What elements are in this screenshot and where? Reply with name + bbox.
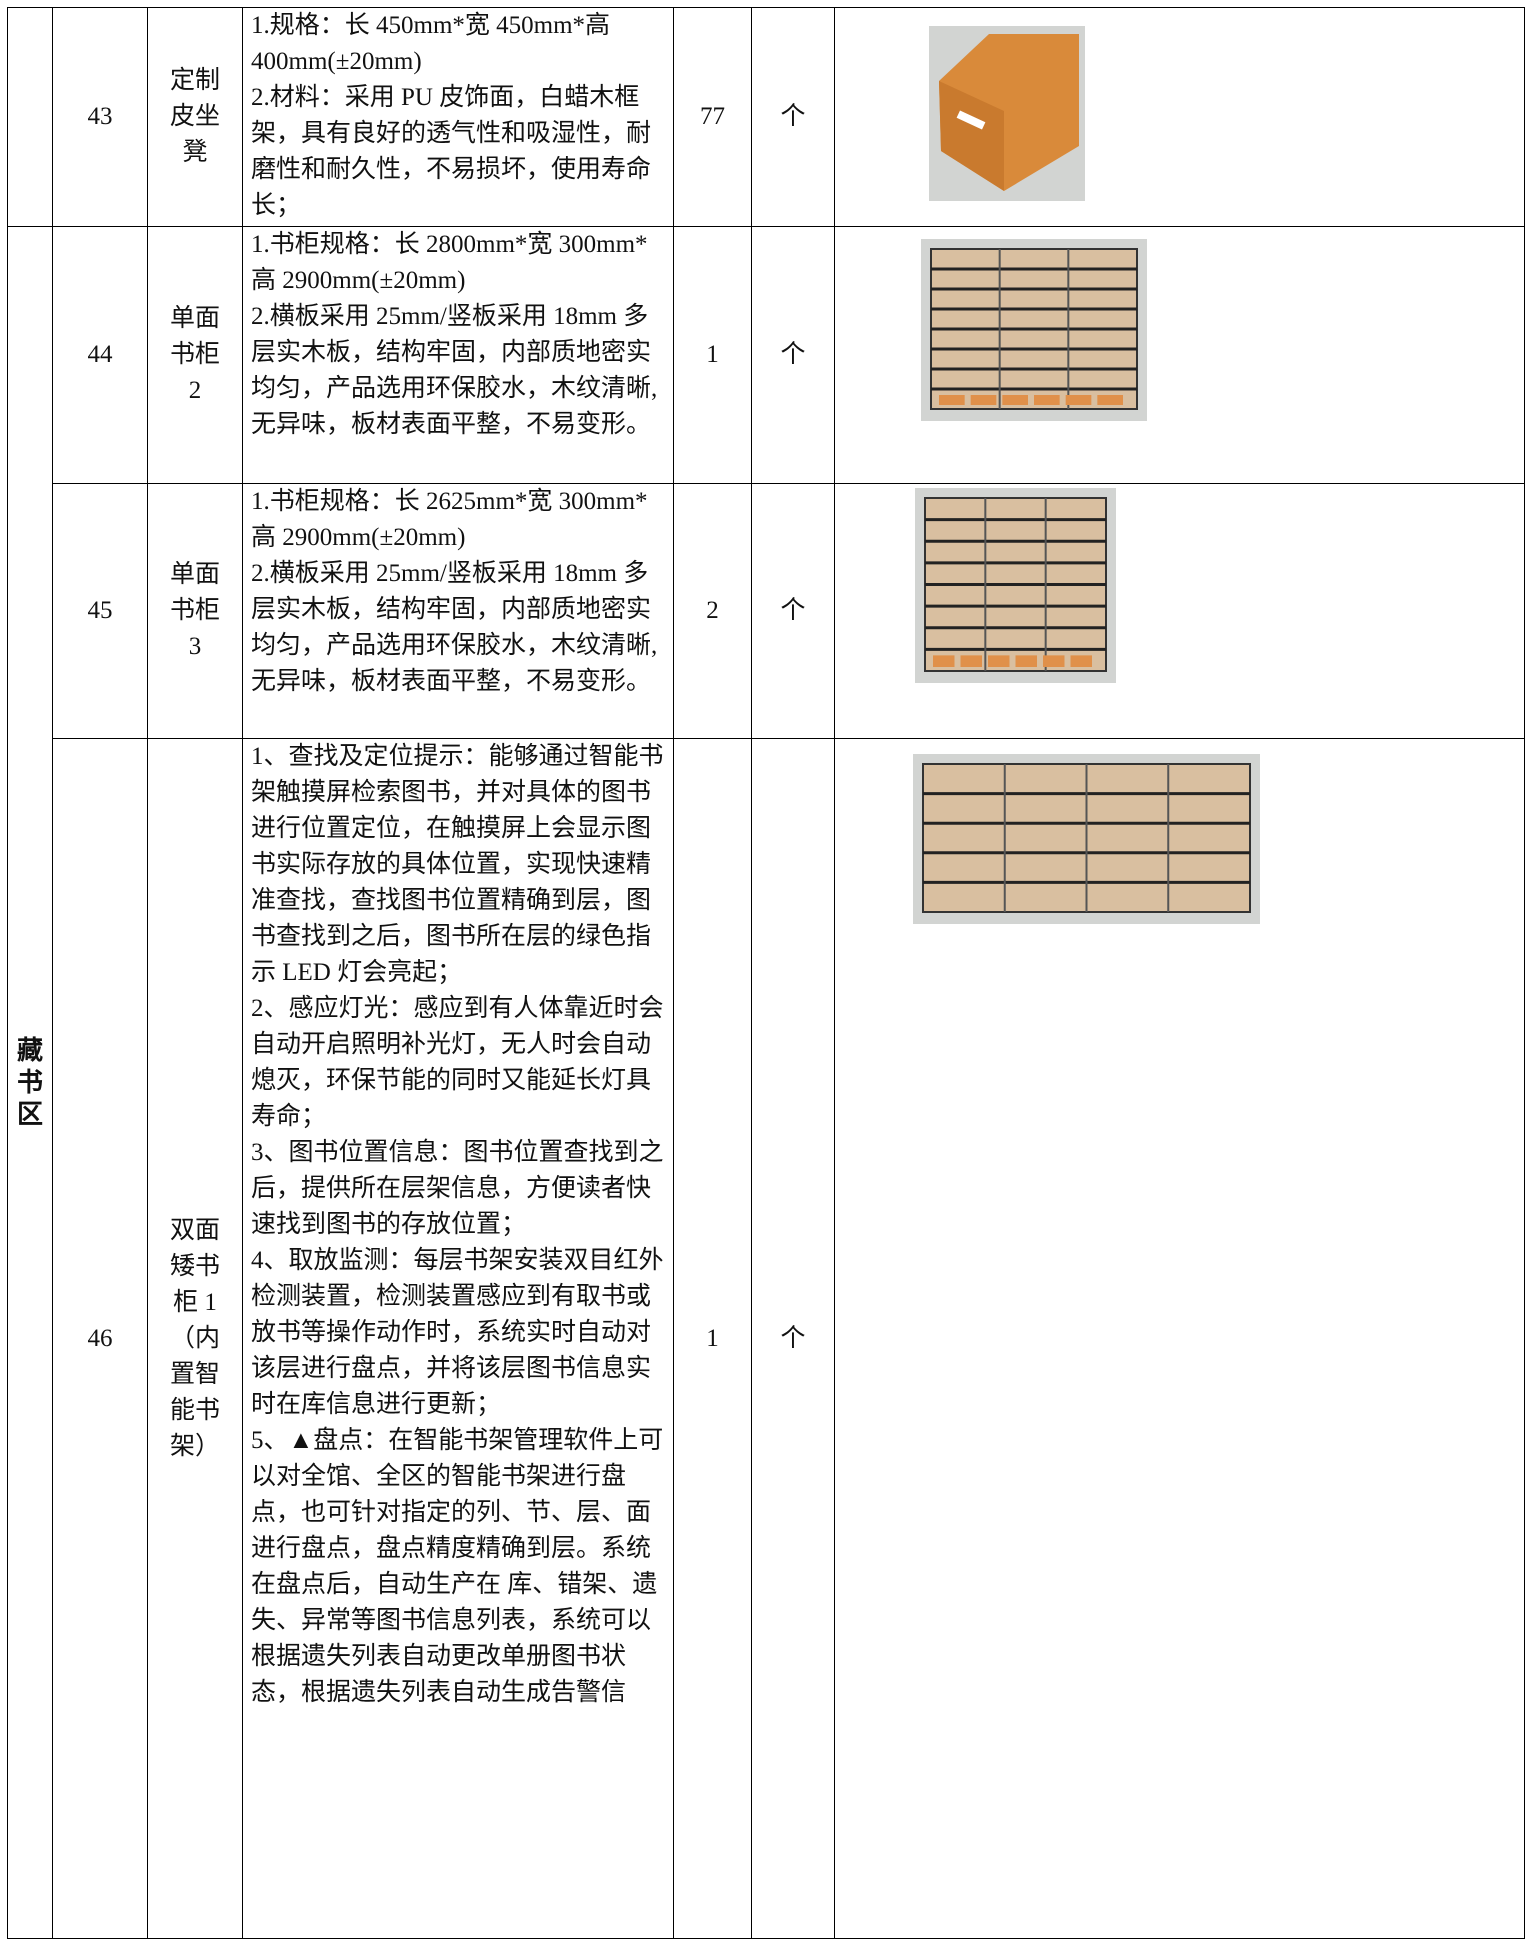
name-line: 皮坐 <box>169 103 220 130</box>
spec-paragraph: 1.书柜规格：长 2800mm*宽 300mm*高 2900mm(±20mm) <box>251 231 648 294</box>
item-no: 45 <box>52 483 148 739</box>
name-line: 定制 <box>169 67 220 94</box>
section-char: 藏 <box>16 1035 43 1065</box>
name-line: 单面 <box>169 561 220 588</box>
name-line: 3 <box>188 633 202 660</box>
name-line: 书柜 <box>169 597 220 624</box>
image-shape <box>939 395 965 405</box>
name-line: 能书 <box>169 1396 220 1424</box>
spec-paragraph: 2.材料：采用 PU 皮饰面，白蜡木框架，具有良好的透气性和吸湿性，耐磨性和耐久… <box>251 84 652 219</box>
item-spec: 1.书柜规格：长 2800mm*宽 300mm*高 2900mm(±20mm) 2… <box>242 226 674 484</box>
image-shape <box>1065 395 1092 405</box>
item-image <box>834 7 1525 227</box>
item-spec: 1.书柜规格：长 2625mm*宽 300mm*高 2900mm(±20mm) 2… <box>242 483 674 739</box>
section-cell: 藏书区 <box>7 226 53 1939</box>
spec-paragraph: 1.书柜规格：长 2625mm*宽 300mm*高 2900mm(±20mm) <box>251 488 648 551</box>
spec-paragraph: 3、图书位置信息：图书位置查找到之后，提供所在层架信息，方便读者快速找到图书的存… <box>251 1139 664 1238</box>
image-shape <box>1043 655 1065 667</box>
image-shape <box>939 81 1004 191</box>
name-line: 书柜 <box>169 341 220 368</box>
name-line: 架） <box>169 1432 220 1460</box>
item-spec: 1.规格：长 450mm*宽 450mm*高 400mm(±20mm) 2.材料：… <box>242 7 674 227</box>
spec-paragraph: 4、取放监测：每层书架安装双目红外检测装置，检测装置感应到有取书或放书等操作动作… <box>251 1247 664 1418</box>
item-qty: 77 <box>673 7 752 227</box>
item-image <box>834 226 1525 484</box>
item-no: 44 <box>52 226 148 484</box>
name-line: 矮书 <box>169 1252 220 1280</box>
spec-table: 43 定制 皮坐凳 1.规格：长 450mm*宽 450mm*高 400mm(±20m… <box>7 7 1525 1939</box>
item-qty: 2 <box>673 483 752 739</box>
table-row: 46 双面矮书柜 1 （内置智能书架） 1、查找及定位提示：能够通过智能书架触摸屏检索… <box>8 738 1525 1939</box>
name-line: （内 <box>169 1324 220 1352</box>
section-cell <box>7 7 53 227</box>
spec-paragraph: 1.规格：长 450mm*宽 450mm*高 400mm(±20mm) <box>251 12 611 75</box>
item-no: 43 <box>52 7 148 227</box>
image-shape <box>1002 395 1028 405</box>
image-shape <box>970 395 997 405</box>
spec-paragraph: 2、感应灯光：感应到有人体靠近时会自动开启照明补光灯，无人时会自动熄灭，环保节能… <box>251 995 664 1130</box>
image-shape <box>1097 395 1123 405</box>
name-line: 单面 <box>169 305 220 332</box>
image-shape <box>956 110 986 130</box>
item-image <box>834 483 1525 739</box>
item-qty: 1 <box>673 738 752 1939</box>
name-line: 置智 <box>169 1360 220 1388</box>
item-unit: 个 <box>751 7 835 227</box>
item-image <box>834 738 1525 1939</box>
section-char: 区 <box>16 1099 43 1129</box>
table-row: 45 单面书柜 3 1.书柜规格：长 2625mm*宽 300mm*高 2900mm(… <box>8 483 1525 739</box>
page: 43 定制 皮坐凳 1.规格：长 450mm*宽 450mm*高 400mm(±20m… <box>7 7 1525 1939</box>
product-image <box>921 239 1147 421</box>
name-line: 双面 <box>169 1216 220 1244</box>
name-line: 凳 <box>182 139 208 166</box>
item-qty: 1 <box>673 226 752 484</box>
item-spec: 1、查找及定位提示：能够通过智能书架触摸屏检索图书，并对具体的图书进行位置定位，… <box>242 738 674 1939</box>
product-image <box>913 754 1260 924</box>
image-shape <box>988 655 1010 667</box>
table-row: 43 定制 皮坐凳 1.规格：长 450mm*宽 450mm*高 400mm(±20m… <box>7 7 1525 227</box>
image-shape <box>960 655 982 667</box>
section-char: 书 <box>16 1067 43 1097</box>
item-name: 双面矮书柜 1 （内置智能书架） <box>147 738 243 1939</box>
item-unit: 个 <box>751 483 835 739</box>
item-name: 定制 皮坐凳 <box>147 7 243 227</box>
product-image <box>915 488 1116 683</box>
image-shape <box>1034 395 1060 405</box>
product-image <box>929 26 1085 201</box>
image-shape <box>933 655 955 667</box>
image-shape <box>1015 655 1037 667</box>
item-unit: 个 <box>751 738 835 1939</box>
spec-paragraph: 1、查找及定位提示：能够通过智能书架触摸屏检索图书，并对具体的图书进行位置定位，… <box>251 743 664 986</box>
table-row: 藏书区 44 单面 书柜 2 1.书柜规格：长 2800mm*宽 300mm*高 2900… <box>7 226 1525 1939</box>
image-shape <box>1070 655 1092 667</box>
spec-paragraph: 2.横板采用 25mm/竖板采用 18mm 多层实木板，结构牢固，内部质地密实均… <box>251 303 658 438</box>
item-unit: 个 <box>751 226 835 484</box>
name-line: 2 <box>188 377 202 404</box>
spec-paragraph: 2.横板采用 25mm/竖板采用 18mm 多层实木板，结构牢固，内部质地密实均… <box>251 560 658 695</box>
item-name: 单面书柜 2 <box>147 226 243 484</box>
spec-paragraph: 5、▲盘点：在智能书架管理软件上可以对全馆、全区的智能书架进行盘点，也可针对指定… <box>251 1427 664 1706</box>
item-name: 单面书柜 3 <box>147 483 243 739</box>
item-no: 46 <box>52 738 148 1939</box>
name-line: 柜 1 <box>173 1288 217 1316</box>
